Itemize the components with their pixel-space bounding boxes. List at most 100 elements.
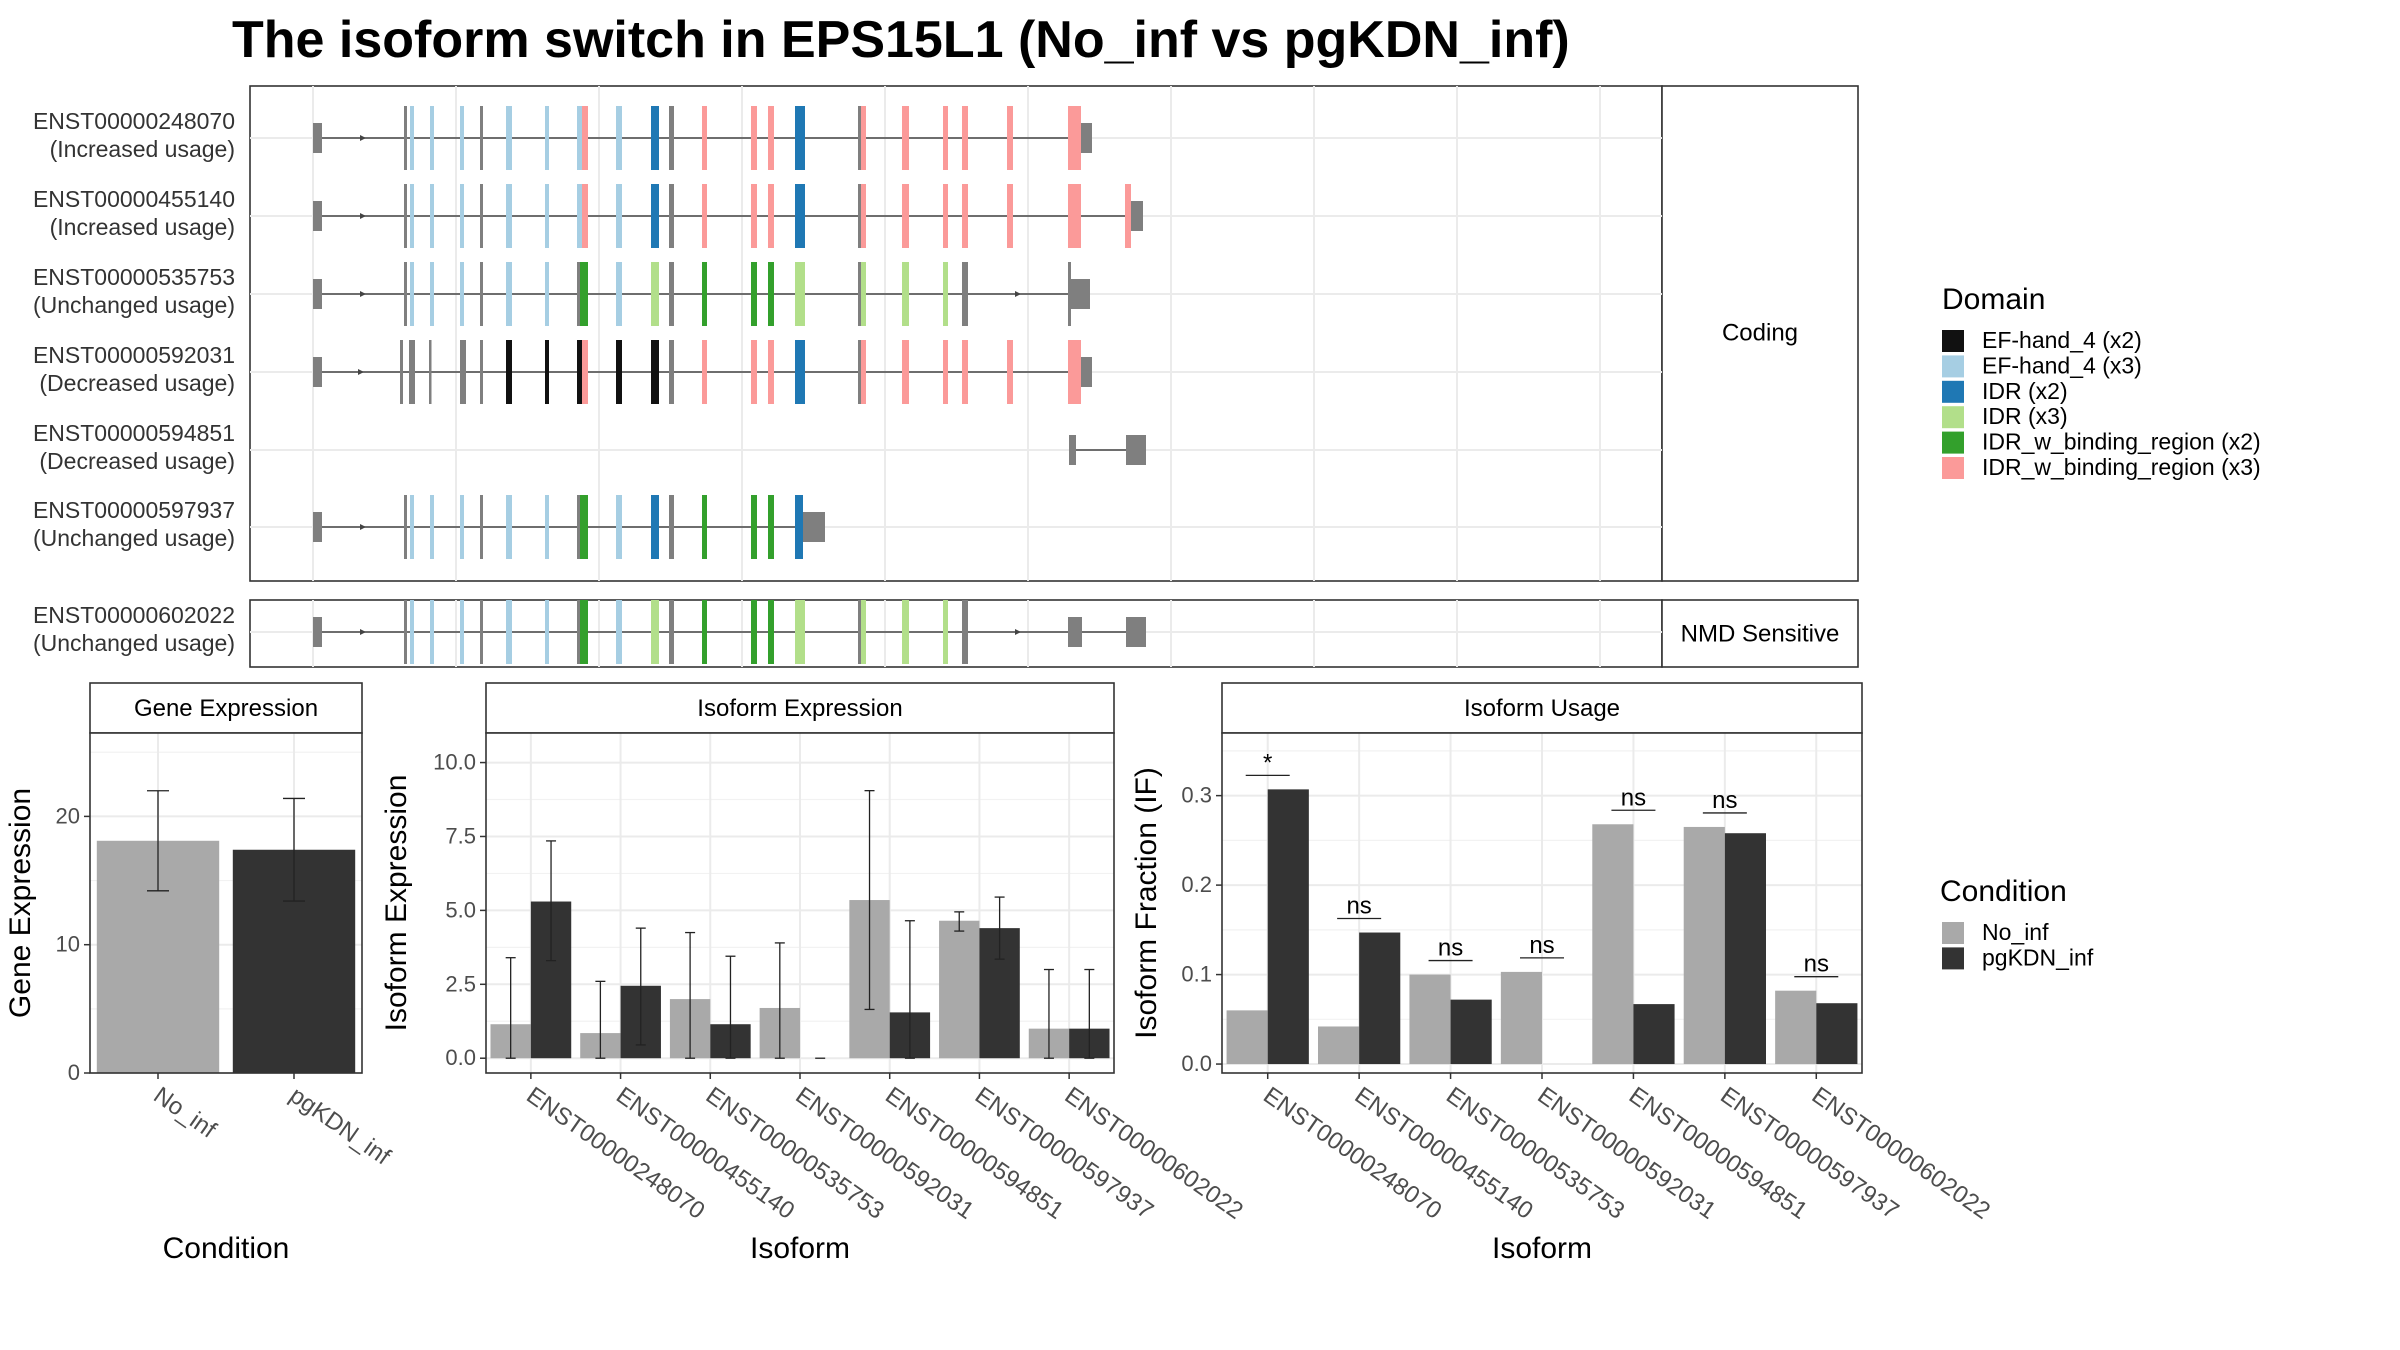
chart-strip-label: Gene Expression xyxy=(134,695,318,722)
utr-exon xyxy=(313,357,322,387)
y-tick-label: 7.5 xyxy=(445,823,476,848)
domain-legend-swatch xyxy=(1942,457,1964,479)
coding-exon xyxy=(651,340,659,404)
bar xyxy=(1450,999,1492,1065)
coding-exon xyxy=(480,495,483,559)
coding-exon xyxy=(506,600,512,664)
utr-exon xyxy=(313,279,322,309)
coding-exon xyxy=(582,106,588,170)
coding-exon xyxy=(795,495,803,559)
coding-exon xyxy=(460,340,466,404)
domain-legend-title: Domain xyxy=(1942,283,2045,316)
coding-exon xyxy=(1068,340,1081,404)
x-axis-title: Isoform xyxy=(750,1232,850,1265)
transcript-id-label: ENST00000535753 xyxy=(33,264,235,290)
coding-exon xyxy=(577,262,580,326)
coding-exon xyxy=(616,495,622,559)
condition-legend-label: pgKDN_inf xyxy=(1982,944,2094,970)
coding-exon xyxy=(460,106,464,170)
y-tick-label: 0 xyxy=(68,1060,80,1085)
coding-exon xyxy=(651,184,659,248)
significance-label: ns xyxy=(1712,787,1737,814)
bar xyxy=(939,920,980,1059)
coding-exon xyxy=(404,600,407,664)
bar xyxy=(1409,974,1451,1065)
coding-exon xyxy=(577,600,580,664)
coding-exon xyxy=(861,184,866,248)
utr-exon xyxy=(1071,279,1090,309)
transcript-id-label: ENST00000455140 xyxy=(33,186,235,212)
coding-exon xyxy=(1007,340,1013,404)
coding-exon xyxy=(506,495,512,559)
domain-legend-swatch xyxy=(1942,355,1964,378)
coding-exon xyxy=(962,106,968,170)
y-tick-label: 0.0 xyxy=(445,1045,476,1070)
coding-exon xyxy=(702,495,707,559)
x-axis-title: Isoform xyxy=(1492,1232,1592,1265)
coding-exon xyxy=(943,262,948,326)
coding-exon xyxy=(795,340,805,404)
coding-exon xyxy=(1007,184,1013,248)
coding-exon xyxy=(430,600,434,664)
coding-exon xyxy=(506,106,512,170)
coding-exon xyxy=(616,106,622,170)
y-tick-label: 5.0 xyxy=(445,897,476,922)
y-tick-label: 2.5 xyxy=(445,971,476,996)
coding-exon xyxy=(404,106,407,170)
domain-legend-swatch xyxy=(1942,380,1964,403)
chart-strip-box xyxy=(1221,682,1863,734)
domain-legend-label: EF-hand_4 (x3) xyxy=(1982,352,2142,378)
coding-exon xyxy=(902,262,909,326)
coding-exon xyxy=(410,495,414,559)
coding-exon xyxy=(943,340,948,404)
significance-label: * xyxy=(1263,749,1272,776)
coding-exon xyxy=(616,184,622,248)
coding-exon xyxy=(902,600,909,664)
transcript-usage-label: (Unchanged usage) xyxy=(33,525,235,551)
chart-strip-label: Isoform Expression xyxy=(697,695,902,722)
coding-exon xyxy=(669,106,674,170)
bar xyxy=(1775,990,1817,1065)
coding-exon xyxy=(480,106,483,170)
direction-arrow xyxy=(360,135,366,141)
coding-exon xyxy=(580,495,588,559)
coding-exon xyxy=(506,340,512,404)
coding-exon xyxy=(858,184,861,248)
domain-legend-swatch xyxy=(1942,330,1964,352)
y-tick-label: 0.0 xyxy=(1181,1051,1212,1076)
coding-exon xyxy=(751,495,757,559)
transcript-usage-label: (Unchanged usage) xyxy=(33,630,235,656)
coding-exon xyxy=(1068,262,1071,326)
coding-exon xyxy=(768,262,774,326)
transcript-id-label: ENST00000592031 xyxy=(33,342,235,368)
coding-exon xyxy=(577,340,582,404)
coding-exon xyxy=(506,184,512,248)
strip-coding-box xyxy=(1661,85,1859,582)
coding-exon xyxy=(795,600,805,664)
coding-exon xyxy=(1068,184,1081,248)
strip-coding-label: Coding xyxy=(1722,320,1798,347)
coding-exon xyxy=(582,184,588,248)
chart-strip-box xyxy=(485,682,1115,734)
utr-exon xyxy=(1081,357,1092,387)
utr-exon xyxy=(1131,201,1143,231)
coding-exon xyxy=(861,340,866,404)
coding-exon xyxy=(858,600,861,664)
coding-exon xyxy=(506,262,512,326)
coding-exon xyxy=(943,600,948,664)
significance-label: ns xyxy=(1438,935,1463,962)
coding-exon xyxy=(430,106,434,170)
coding-exon xyxy=(616,262,622,326)
bar xyxy=(1724,833,1766,1065)
transcript-id-label: ENST00000594851 xyxy=(33,420,235,446)
chart-strip-box xyxy=(89,682,363,734)
coding-exon xyxy=(460,184,464,248)
coding-exon xyxy=(580,262,588,326)
coding-exon xyxy=(430,262,434,326)
coding-exon xyxy=(751,184,757,248)
utr-exon xyxy=(313,201,322,231)
direction-arrow xyxy=(360,524,366,530)
coding-exon xyxy=(429,340,432,404)
transcript-usage-label: (Increased usage) xyxy=(50,136,235,162)
